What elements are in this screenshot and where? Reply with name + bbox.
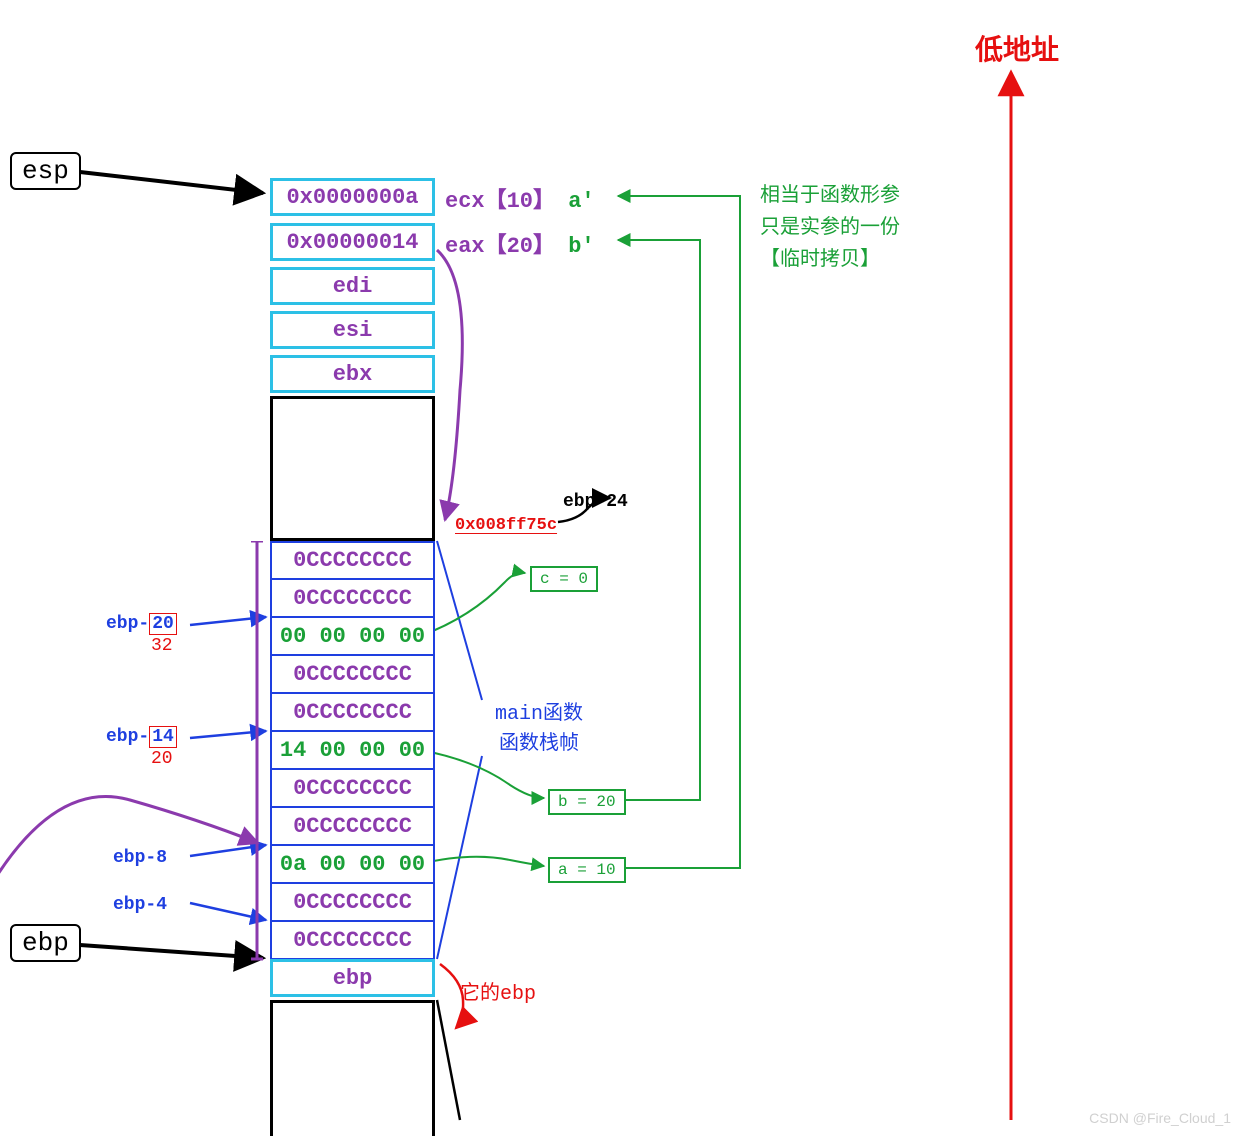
purple-bracket <box>248 541 266 961</box>
main-cell-7: 0CCCCCCCC <box>270 807 435 845</box>
var-box-2: c = 0 <box>530 566 598 592</box>
low-address-label: 低地址 <box>975 28 1059 68</box>
var-box-8: a = 10 <box>548 857 626 883</box>
main-cell-1: 0CCCCCCCC <box>270 579 435 617</box>
top-cell-annot-0: ecx【10】 a' <box>445 182 595 214</box>
offset-label-3: ebp-4 <box>113 895 167 915</box>
main-cell-10: 0CCCCCCCC <box>270 921 435 959</box>
black-gap-1 <box>270 396 435 541</box>
top-cell-1: 0x00000014 <box>270 223 435 261</box>
esp-register-box: esp <box>10 152 81 190</box>
main-cell-4: 0CCCCCCCC <box>270 693 435 731</box>
esp-arrow <box>80 172 263 193</box>
main-v-right <box>437 756 482 959</box>
note-l2: 只是实参的一份 <box>760 210 900 242</box>
offset-sub-0: 32 <box>151 636 173 656</box>
a-prime-link <box>618 196 740 868</box>
b-prime-link <box>618 240 700 800</box>
main-cell-3: 0CCCCCCCC <box>270 655 435 693</box>
black-gap-2 <box>270 1000 435 1136</box>
offset-label-2: ebp-8 <box>113 848 167 868</box>
a-arrow <box>420 857 544 866</box>
top-cell-annot-1: eax【20】 b' <box>445 227 595 259</box>
main-cell-8: 0a 00 00 00 <box>270 845 435 883</box>
var-box-5: b = 20 <box>548 789 626 815</box>
note-l3: 【临时拷贝】 <box>760 242 900 274</box>
ebp-arrow <box>80 945 263 958</box>
bottom-cell-0: ebp <box>270 959 435 997</box>
main-l2: 函数栈帧 <box>495 730 583 760</box>
bottom-slant <box>437 1000 460 1120</box>
purple-curve <box>437 250 462 520</box>
its-ebp-label: 它的ebp <box>460 976 536 1006</box>
main-cell-5: 14 00 00 00 <box>270 731 435 769</box>
diagram-svg <box>0 0 1241 1136</box>
top-cell-2: edi <box>270 267 435 305</box>
top-cell-3: esi <box>270 311 435 349</box>
ebp-24-label: ebp-24 <box>563 492 628 512</box>
main-l1: main函数 <box>495 700 583 730</box>
main-cell-9: 0CCCCCCCC <box>270 883 435 921</box>
offset-label-0: ebp-20 <box>106 614 177 634</box>
watermark: CSDN @Fire_Cloud_1 <box>1089 1110 1231 1126</box>
c-arrow <box>420 573 525 636</box>
main-v-left <box>437 541 482 700</box>
main-cell-0: 0CCCCCCCC <box>270 541 435 579</box>
top-cell-4: ebx <box>270 355 435 393</box>
ebp-register-box: ebp <box>10 924 81 962</box>
ebp-24-address: 0x008ff75c <box>455 516 557 535</box>
main-function-label: main函数 函数栈帧 <box>495 700 583 760</box>
formal-param-note: 相当于函数形参 只是实参的一份 【临时拷贝】 <box>760 178 900 274</box>
top-cell-0: 0x0000000a <box>270 178 435 216</box>
main-cell-2: 00 00 00 00 <box>270 617 435 655</box>
main-cell-6: 0CCCCCCCC <box>270 769 435 807</box>
note-l1: 相当于函数形参 <box>760 178 900 210</box>
offset-label-1: ebp-14 <box>106 727 177 747</box>
offset-sub-1: 20 <box>151 749 173 769</box>
